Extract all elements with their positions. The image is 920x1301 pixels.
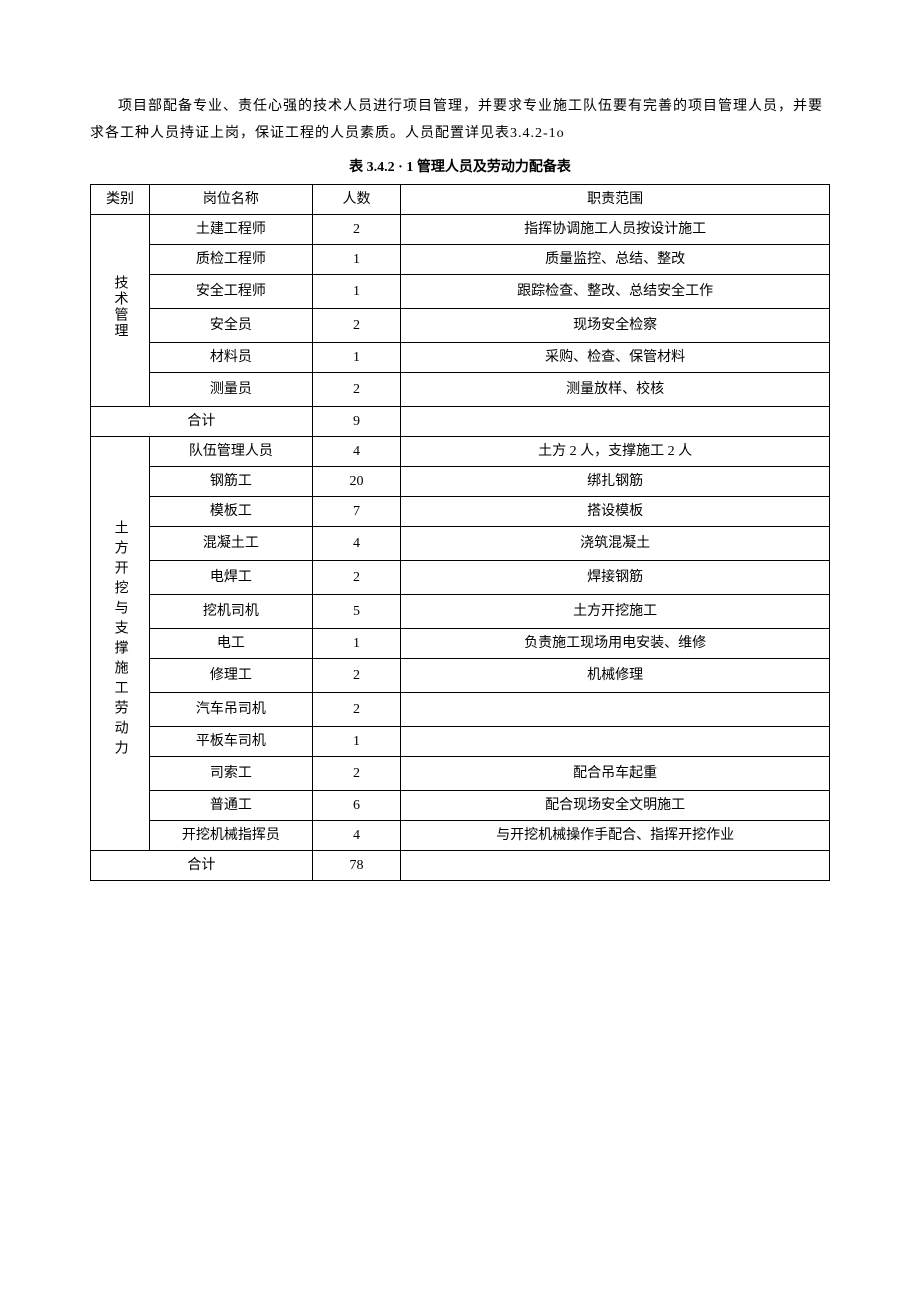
count-cell: 7 (312, 496, 401, 526)
table-title: 表 3.4.2 · 1 管理人员及劳动力配备表 (90, 155, 830, 182)
position-cell: 模板工 (150, 496, 313, 526)
duty-cell: 负责施工现场用电安装、维修 (401, 628, 830, 658)
position-cell: 汽车吊司机 (150, 692, 313, 726)
position-cell: 安全员 (150, 308, 313, 342)
count-cell: 1 (312, 342, 401, 372)
table-row: 技术管理 土建工程师 2 指挥协调施工人员按设计施工 (91, 214, 830, 244)
table-row: 平板车司机 1 (91, 726, 830, 756)
staffing-table: 类别 岗位名称 人数 职责范围 技术管理 土建工程师 2 指挥协调施工人员按设计… (90, 184, 830, 881)
subtotal-duty (401, 406, 830, 436)
position-cell: 质检工程师 (150, 244, 313, 274)
table-row: 开挖机械指挥员 4 与开挖机械操作手配合、指挥开挖作业 (91, 820, 830, 850)
duty-cell (401, 692, 830, 726)
count-cell: 4 (312, 820, 401, 850)
duty-cell: 搭设模板 (401, 496, 830, 526)
table-row: 普通工 6 配合现场安全文明施工 (91, 790, 830, 820)
duty-cell: 指挥协调施工人员按设计施工 (401, 214, 830, 244)
count-cell: 1 (312, 244, 401, 274)
table-row: 测量员 2 测量放样、校核 (91, 372, 830, 406)
duty-cell: 土方开挖施工 (401, 594, 830, 628)
duty-cell: 现场安全检察 (401, 308, 830, 342)
count-cell: 20 (312, 466, 401, 496)
table-row: 电工 1 负责施工现场用电安装、维修 (91, 628, 830, 658)
duty-cell: 土方 2 人，支撑施工 2 人 (401, 436, 830, 466)
duty-cell: 浇筑混凝土 (401, 526, 830, 560)
count-cell: 5 (312, 594, 401, 628)
count-cell: 2 (312, 372, 401, 406)
count-cell: 2 (312, 692, 401, 726)
count-cell: 6 (312, 790, 401, 820)
subtotal-label: 合计 (91, 406, 313, 436)
table-row: 修理工 2 机械修理 (91, 658, 830, 692)
duty-cell: 质量监控、总结、整改 (401, 244, 830, 274)
table-row: 土方开挖与支撑施工劳动力 队伍管理人员 4 土方 2 人，支撑施工 2 人 (91, 436, 830, 466)
duty-cell: 配合吊车起重 (401, 756, 830, 790)
intro-paragraph: 项目部配备专业、责任心强的技术人员进行项目管理，并要求专业施工队伍要有完善的项目… (90, 94, 830, 147)
position-cell: 电焊工 (150, 560, 313, 594)
duty-cell: 绑扎钢筋 (401, 466, 830, 496)
table-row: 挖机司机 5 土方开挖施工 (91, 594, 830, 628)
count-cell: 1 (312, 628, 401, 658)
duty-cell: 与开挖机械操作手配合、指挥开挖作业 (401, 820, 830, 850)
position-cell: 安全工程师 (150, 274, 313, 308)
subtotal-count: 9 (312, 406, 401, 436)
count-cell: 2 (312, 214, 401, 244)
count-cell: 1 (312, 726, 401, 756)
position-cell: 测量员 (150, 372, 313, 406)
table-row: 汽车吊司机 2 (91, 692, 830, 726)
table-row: 司索工 2 配合吊车起重 (91, 756, 830, 790)
position-cell: 电工 (150, 628, 313, 658)
category-cell-tech: 技术管理 (91, 214, 150, 406)
position-cell: 修理工 (150, 658, 313, 692)
table-header-row: 类别 岗位名称 人数 职责范围 (91, 184, 830, 214)
position-cell: 平板车司机 (150, 726, 313, 756)
position-cell: 混凝土工 (150, 526, 313, 560)
table-row: 电焊工 2 焊接钢筋 (91, 560, 830, 594)
table-row: 混凝土工 4 浇筑混凝土 (91, 526, 830, 560)
table-row: 安全员 2 现场安全检察 (91, 308, 830, 342)
col-header-position: 岗位名称 (150, 184, 313, 214)
table-row: 模板工 7 搭设模板 (91, 496, 830, 526)
position-cell: 队伍管理人员 (150, 436, 313, 466)
position-cell: 普通工 (150, 790, 313, 820)
count-cell: 2 (312, 560, 401, 594)
duty-cell: 测量放样、校核 (401, 372, 830, 406)
position-cell: 材料员 (150, 342, 313, 372)
duty-cell (401, 726, 830, 756)
duty-cell: 采购、检查、保管材料 (401, 342, 830, 372)
table-row: 材料员 1 采购、检查、保管材料 (91, 342, 830, 372)
count-cell: 4 (312, 436, 401, 466)
col-header-duty: 职责范围 (401, 184, 830, 214)
duty-cell: 配合现场安全文明施工 (401, 790, 830, 820)
subtotal-label: 合计 (91, 850, 313, 880)
col-header-count: 人数 (312, 184, 401, 214)
position-cell: 土建工程师 (150, 214, 313, 244)
count-cell: 2 (312, 756, 401, 790)
count-cell: 4 (312, 526, 401, 560)
category-cell-labor: 土方开挖与支撑施工劳动力 (91, 436, 150, 850)
position-cell: 钢筋工 (150, 466, 313, 496)
col-header-category: 类别 (91, 184, 150, 214)
subtotal-row: 合计 9 (91, 406, 830, 436)
position-cell: 挖机司机 (150, 594, 313, 628)
position-cell: 司索工 (150, 756, 313, 790)
count-cell: 1 (312, 274, 401, 308)
table-row: 质检工程师 1 质量监控、总结、整改 (91, 244, 830, 274)
duty-cell: 跟踪检查、整改、总结安全工作 (401, 274, 830, 308)
table-row: 安全工程师 1 跟踪检查、整改、总结安全工作 (91, 274, 830, 308)
subtotal-count: 78 (312, 850, 401, 880)
count-cell: 2 (312, 308, 401, 342)
count-cell: 2 (312, 658, 401, 692)
subtotal-row: 合计 78 (91, 850, 830, 880)
subtotal-duty (401, 850, 830, 880)
duty-cell: 焊接钢筋 (401, 560, 830, 594)
position-cell: 开挖机械指挥员 (150, 820, 313, 850)
duty-cell: 机械修理 (401, 658, 830, 692)
